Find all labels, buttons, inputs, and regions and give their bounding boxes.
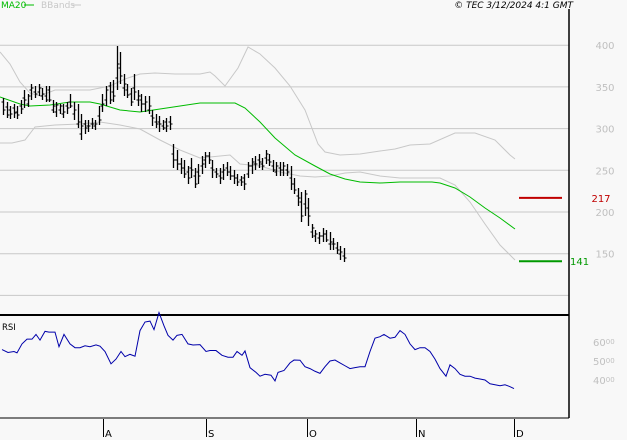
rsi-axis-labels: 6000 5000 4000: [593, 338, 615, 387]
bb-lower-line: [0, 121, 516, 261]
support-label: 141: [570, 257, 589, 268]
rsi-line: [1, 310, 515, 390]
copyright-text: © TEC 3/12/2024 4:1 GMT: [454, 1, 574, 11]
month-label: D: [516, 429, 524, 440]
price-tick-label: 200: [595, 208, 614, 219]
legend: MA20 BBands: [1, 1, 81, 11]
month-label: S: [208, 429, 214, 440]
rsi-path: [1, 310, 515, 390]
ma20-line: [0, 96, 516, 230]
price-tick-label: 350: [595, 83, 614, 94]
rsi-panel-label: RSI: [2, 323, 16, 333]
price-tick-label: 150: [595, 250, 614, 261]
price-axis-labels: 150 200 250 300 350 400: [595, 41, 614, 261]
bb-upper-line: [0, 46, 516, 160]
price-tick-label: 400: [595, 41, 614, 52]
support-resistance-levels: 217 141: [519, 194, 611, 268]
price-bars: [1, 46, 347, 262]
legend-bbands: BBands: [41, 1, 75, 11]
price-gridlines: [0, 44, 569, 296]
price-tick-label: 250: [595, 166, 614, 177]
bollinger-bands: [0, 46, 516, 261]
month-label: O: [309, 429, 317, 440]
resistance-label: 217: [591, 194, 610, 205]
legend-ma20: MA20: [1, 1, 27, 11]
rsi-tick-label: 6000: [593, 338, 615, 349]
ma20-path: [0, 96, 516, 230]
price-tick-label: 300: [595, 125, 614, 136]
rsi-tick-label: 4000: [593, 376, 615, 387]
rsi-tick-label: 5000: [593, 357, 615, 368]
month-label: N: [418, 429, 425, 440]
month-label: A: [105, 429, 112, 440]
